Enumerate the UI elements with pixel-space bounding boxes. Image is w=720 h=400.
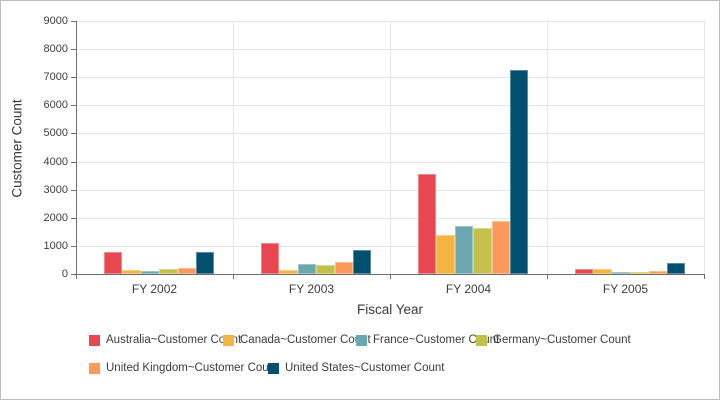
bar-france[interactable]: [611, 272, 631, 274]
legend-item-canada[interactable]: Canada~Customer Count: [223, 334, 371, 347]
y-axis-tick: [71, 21, 76, 22]
x-axis-tick: [76, 274, 77, 279]
y-axis-tick-label: 2000: [43, 211, 68, 224]
bar-united-states[interactable]: [196, 252, 215, 274]
y-axis-tick-label: 0: [61, 268, 68, 280]
legend-item-australia[interactable]: Australia~Customer Count: [89, 334, 241, 347]
bar-canada[interactable]: [593, 269, 612, 274]
bar-united-kingdom[interactable]: [648, 271, 667, 274]
legend-label: France~Customer Count: [373, 334, 500, 346]
legend-label: Canada~Customer Count: [240, 334, 371, 346]
x-axis-tick: [547, 274, 548, 279]
x-axis-category-label: FY 2004: [445, 282, 492, 296]
legend-label: United Kingdom~Customer Count: [106, 362, 279, 374]
bar-canada[interactable]: [436, 235, 455, 274]
y-axis-tick: [71, 189, 76, 191]
bar-germany[interactable]: [316, 265, 335, 274]
y-axis-tick-label: 7000: [43, 71, 68, 84]
legend-label: Australia~Customer Count: [106, 334, 242, 346]
y-axis-tick: [71, 217, 76, 219]
bar-australia[interactable]: [575, 269, 594, 274]
y-axis-tick-label: 1000: [43, 239, 68, 252]
bar-germany[interactable]: [159, 269, 178, 274]
y-axis-tick: [71, 133, 76, 135]
x-axis-tick: [704, 274, 705, 279]
legend-item-united-kingdom[interactable]: United Kingdom~Customer Count: [89, 362, 278, 375]
bar-canada[interactable]: [279, 270, 298, 274]
x-axis-category-label: FY 2003: [288, 282, 335, 296]
y-axis-tick: [71, 245, 76, 247]
y-axis-tick-label: 3000: [43, 183, 68, 196]
y-axis-tick-label: 6000: [43, 99, 68, 112]
y-axis-tick: [71, 274, 76, 275]
y-axis-tick-label: 4000: [43, 155, 68, 168]
bar-australia[interactable]: [104, 252, 123, 274]
legend-swatch-icon: [89, 363, 100, 374]
y-axis-tick-label: 9000: [43, 15, 68, 27]
legend-swatch-icon: [223, 335, 234, 346]
legend-item-united-states[interactable]: United States~Customer Count: [268, 362, 444, 375]
gridline-vertical: [704, 21, 705, 274]
bar-united-states[interactable]: [510, 70, 529, 274]
bar-united-kingdom[interactable]: [177, 268, 196, 274]
bar-france[interactable]: [454, 226, 474, 274]
legend-swatch-icon: [476, 335, 487, 346]
gridline-vertical: [547, 21, 548, 274]
y-axis-tick: [71, 161, 76, 163]
bar-united-kingdom[interactable]: [334, 262, 353, 274]
bar-united-states[interactable]: [353, 250, 372, 274]
legend-item-germany[interactable]: Germany~Customer Count: [476, 334, 631, 347]
bar-france[interactable]: [140, 271, 160, 274]
bar-australia[interactable]: [261, 243, 280, 274]
bar-germany[interactable]: [630, 272, 649, 274]
legend-swatch-icon: [89, 335, 100, 346]
bar-canada[interactable]: [122, 270, 141, 274]
x-axis-title: Fiscal Year: [356, 302, 424, 317]
bar-united-states[interactable]: [667, 263, 686, 274]
bar-australia[interactable]: [418, 174, 437, 274]
x-axis-line: [76, 274, 705, 275]
x-axis-tick: [233, 274, 234, 279]
gridline-vertical: [233, 21, 234, 274]
x-axis-category-label: FY 2002: [131, 282, 178, 296]
legend-swatch-icon: [356, 335, 367, 346]
y-axis-tick-label: 8000: [43, 43, 68, 56]
y-axis-tick: [71, 49, 76, 51]
y-axis-tick: [71, 77, 76, 79]
bar-united-kingdom[interactable]: [491, 221, 510, 274]
x-axis-tick: [390, 274, 391, 279]
legend-label: Germany~Customer Count: [493, 334, 631, 346]
gridline-vertical: [390, 21, 391, 274]
legend-item-france[interactable]: France~Customer Count: [356, 334, 499, 347]
legend-label: United States~Customer Count: [285, 362, 445, 374]
y-axis-tick-label: 5000: [43, 127, 68, 140]
bar-france[interactable]: [297, 264, 317, 274]
legend-swatch-icon: [268, 363, 279, 374]
y-axis-line: [76, 21, 77, 275]
y-axis-title: Customer Count: [9, 99, 25, 198]
y-axis-tick: [71, 105, 76, 107]
bar-germany[interactable]: [473, 228, 492, 274]
x-axis-category-label: FY 2005: [602, 282, 649, 296]
